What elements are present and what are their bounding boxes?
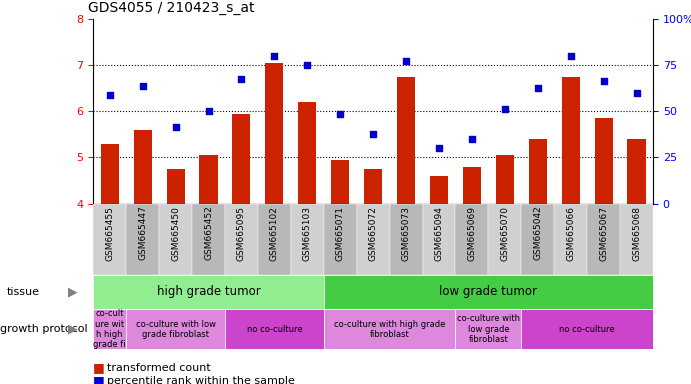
Bar [93,275,324,309]
Text: ▶: ▶ [68,323,77,336]
Bar [192,204,225,275]
Text: growth protocol: growth protocol [0,324,88,334]
Bar [324,275,653,309]
Text: ■: ■ [93,374,105,384]
Point [368,131,379,137]
Text: GSM665066: GSM665066 [566,206,575,261]
Bar [364,169,382,204]
Point [433,145,444,151]
Point [137,83,148,89]
Bar [265,63,283,204]
Text: GSM665073: GSM665073 [401,206,410,261]
Point [500,106,511,112]
Text: GSM665070: GSM665070 [500,206,509,261]
Point [104,92,115,98]
Bar [225,309,324,349]
Bar [200,155,218,204]
Point [203,108,214,114]
Bar [422,204,455,275]
Point [466,136,477,142]
Point [269,53,280,59]
Text: GSM665450: GSM665450 [171,206,180,260]
Point [565,53,576,59]
Point [236,76,247,82]
Text: GSM665452: GSM665452 [204,206,213,260]
Text: GSM665103: GSM665103 [303,206,312,261]
Bar [167,169,184,204]
Point [631,90,642,96]
Text: no co-culture: no co-culture [247,325,302,334]
Bar [126,204,159,275]
Text: GSM665094: GSM665094 [435,206,444,260]
Bar [495,155,514,204]
Point [302,62,313,68]
Text: percentile rank within the sample: percentile rank within the sample [107,376,295,384]
Bar [324,309,455,349]
Point [401,58,412,64]
Point [532,85,543,91]
Point [170,124,181,131]
Text: high grade tumor: high grade tumor [157,285,261,298]
Bar [291,204,324,275]
Text: GSM665071: GSM665071 [336,206,345,261]
Bar [397,77,415,204]
Text: GSM665069: GSM665069 [467,206,476,261]
Text: GSM665102: GSM665102 [270,206,279,260]
Bar [562,77,580,204]
Bar [331,160,349,204]
Text: ■: ■ [93,361,105,374]
Bar [529,139,547,204]
Bar [521,309,653,349]
Text: co-cult
ure wit
h high
grade fi: co-cult ure wit h high grade fi [93,309,126,349]
Bar [357,204,390,275]
Bar [126,309,225,349]
Text: co-culture with
low grade
fibroblast: co-culture with low grade fibroblast [457,314,520,344]
Text: GSM665072: GSM665072 [368,206,378,260]
Bar [93,309,126,349]
Bar [390,204,422,275]
Bar [159,204,192,275]
Text: co-culture with high grade
fibroblast: co-culture with high grade fibroblast [334,319,445,339]
Bar [430,176,448,204]
Bar [521,204,554,275]
Text: GSM665068: GSM665068 [632,206,641,261]
Point [598,78,609,84]
Text: transformed count: transformed count [107,363,211,373]
Text: GSM665067: GSM665067 [599,206,608,261]
Bar [489,204,521,275]
Point [334,111,346,117]
Bar [93,204,126,275]
Bar [455,204,489,275]
Bar [594,118,613,204]
Bar [620,204,653,275]
Text: GSM665042: GSM665042 [533,206,542,260]
Text: GSM665447: GSM665447 [138,206,147,260]
Bar [587,204,620,275]
Text: GDS4055 / 210423_s_at: GDS4055 / 210423_s_at [88,2,254,15]
Text: GSM665455: GSM665455 [105,206,114,260]
Bar [299,102,316,204]
Text: GSM665095: GSM665095 [237,206,246,261]
Bar [133,130,152,204]
Bar [463,167,481,204]
Text: no co-culture: no co-culture [559,325,615,334]
Bar [225,204,258,275]
Text: low grade tumor: low grade tumor [439,285,538,298]
Text: ▶: ▶ [68,285,77,298]
Bar [258,204,291,275]
Bar [101,144,119,204]
Bar [232,114,251,204]
Bar [627,139,645,204]
Text: co-culture with low
grade fibroblast: co-culture with low grade fibroblast [135,319,216,339]
Bar [554,204,587,275]
Text: tissue: tissue [7,287,40,297]
Bar [455,309,521,349]
Bar [324,204,357,275]
